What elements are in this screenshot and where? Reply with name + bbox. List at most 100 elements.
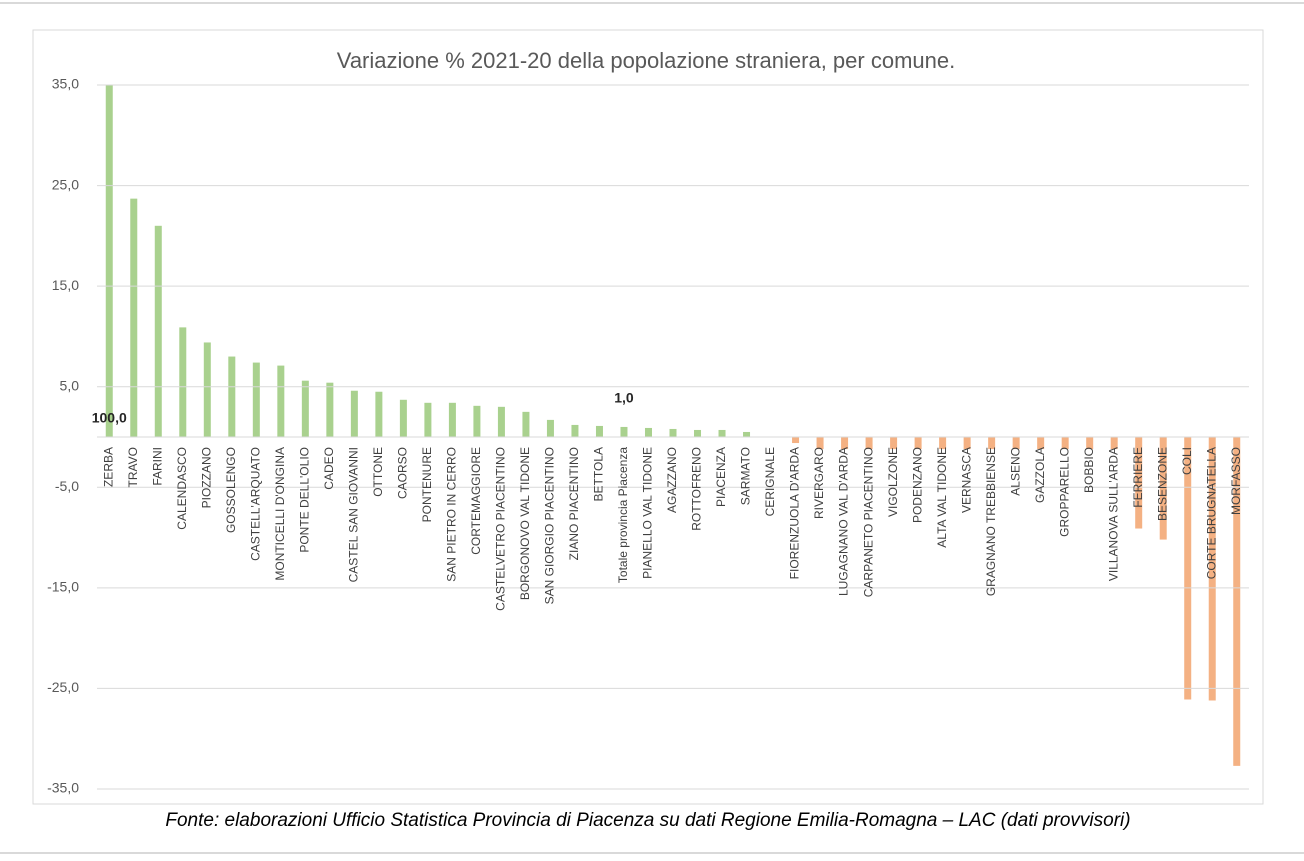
bar	[1233, 437, 1241, 766]
bar	[816, 437, 824, 450]
x-tick-label: CALENDASCO	[175, 447, 189, 530]
bar	[105, 85, 113, 437]
x-tick-label: OTTONE	[371, 447, 385, 497]
x-tick-label: PONTE DELL'OLIO	[298, 447, 312, 553]
x-tick-label: CORTEMAGGIORE	[469, 447, 483, 555]
x-tick-label: RIVERGARO	[812, 447, 826, 519]
x-tick-label: BORGONOVO VAL TIDONE	[518, 447, 532, 600]
x-tick-label: BESENZONE	[1155, 447, 1169, 521]
x-tick-label: CADEO	[322, 447, 336, 490]
bar	[743, 431, 751, 437]
bar	[718, 429, 726, 437]
bar	[792, 437, 800, 444]
x-tick-label: CASTELVETRO PIACENTINO	[494, 447, 508, 611]
x-tick-label: LUGAGNANO VAL D'ARDA	[837, 447, 851, 596]
bar	[203, 342, 211, 437]
x-tick-label: AGAZZANO	[665, 447, 679, 513]
x-tick-label: BETTOLA	[592, 447, 606, 501]
x-tick-label: PONTENURE	[420, 447, 434, 522]
y-tick-label: 25,0	[52, 176, 79, 192]
bar	[399, 399, 407, 437]
bar	[1110, 437, 1118, 450]
x-tick-label: VILLANOVA SULL'ARDA	[1106, 447, 1120, 581]
plot-area	[105, 85, 1241, 766]
bar	[546, 419, 554, 437]
x-tick-label: ZIANO PIACENTINO	[567, 447, 581, 560]
bar	[179, 327, 187, 437]
bar	[154, 225, 162, 437]
bar	[1061, 437, 1069, 450]
bar	[350, 390, 358, 437]
x-tick-label: CASTEL SAN GIOVANNI	[347, 447, 361, 582]
x-tick-label: SAN GIORGIO PIACENTINO	[543, 447, 557, 604]
y-tick-label: 5,0	[60, 377, 80, 393]
bar	[914, 437, 922, 450]
bar	[644, 427, 652, 437]
x-tick-label: PODENZANO	[910, 447, 924, 523]
x-tick-label: GROPPARELLO	[1057, 447, 1071, 537]
bar	[1037, 437, 1045, 450]
bar	[522, 411, 530, 437]
bar	[963, 437, 971, 450]
chart-frame	[32, 29, 1264, 805]
x-tick-label: CORTE BRUGNATELLA	[1204, 447, 1218, 579]
x-tick-label: VIGOLZONE	[886, 447, 900, 517]
y-tick-label: 35,0	[52, 76, 79, 92]
x-tick-label: CARPANETO PIACENTINO	[861, 447, 875, 597]
bar	[1012, 437, 1020, 450]
bar	[1208, 437, 1216, 701]
x-tick-label: ROTTOFRENO	[690, 447, 704, 531]
x-tick-label: PIACENZA	[714, 447, 728, 507]
bar	[1159, 437, 1167, 540]
value-label: 100,0	[92, 410, 127, 426]
bar	[228, 356, 236, 437]
bar	[473, 405, 481, 437]
x-tick-label: MORFASSO	[1229, 447, 1243, 515]
x-tick-label: COLI	[1180, 447, 1194, 475]
x-tick-label: VERNASCA	[959, 447, 973, 513]
bar	[252, 362, 260, 437]
bar	[1135, 437, 1143, 529]
bar	[620, 426, 628, 437]
bar	[424, 402, 432, 437]
y-tick-label: -35,0	[47, 780, 79, 796]
x-tick-label: ALSENO	[1008, 447, 1022, 496]
bar	[890, 437, 898, 450]
bar	[841, 437, 849, 450]
x-tick-label: PIOZZANO	[199, 447, 213, 508]
x-tick-label: PIANELLO VAL TIDONE	[641, 447, 655, 579]
y-tick-label: -15,0	[47, 579, 79, 595]
x-tick-label: GAZZOLA	[1033, 447, 1047, 503]
x-tick-label: CAORSO	[396, 447, 410, 499]
x-tick-label: SARMATO	[739, 447, 753, 505]
y-tick-label: 15,0	[52, 277, 79, 293]
y-tick-label: -25,0	[47, 679, 79, 695]
bar	[301, 380, 309, 437]
bar	[939, 437, 947, 450]
bar	[694, 429, 702, 437]
bar	[595, 425, 603, 437]
y-tick-label: -5,0	[55, 478, 79, 494]
x-tick-label: Totale provincia Piacenza	[616, 447, 630, 583]
bar	[448, 402, 456, 437]
source-note: Fonte: elaborazioni Ufficio Statistica P…	[165, 810, 1130, 831]
bar	[326, 382, 334, 437]
x-tick-label: FIORENZUOLA D'ARDA	[788, 447, 802, 579]
bar	[375, 391, 383, 437]
x-tick-label: SAN PIETRO IN CERRO	[445, 447, 459, 582]
x-tick-label: ZERBA	[101, 447, 115, 487]
x-tick-label: FARINI	[150, 447, 164, 486]
x-tick-label: ALTA VAL TIDONE	[935, 447, 949, 548]
bar	[497, 406, 505, 437]
x-tick-label: BOBBIO	[1082, 447, 1096, 493]
value-label: 1,0	[614, 390, 634, 406]
x-tick-label: CERIGNALE	[763, 447, 777, 516]
x-tick-label: GOSSOLENGO	[224, 447, 238, 533]
x-tick-label: MONTICELLI D'ONGINA	[273, 447, 287, 581]
bar	[865, 437, 873, 450]
bar	[988, 437, 996, 450]
bar	[130, 198, 138, 437]
x-tick-label: FERRIERE	[1131, 447, 1145, 508]
chart-title: Variazione % 2021-20 della popolazione s…	[337, 48, 955, 73]
